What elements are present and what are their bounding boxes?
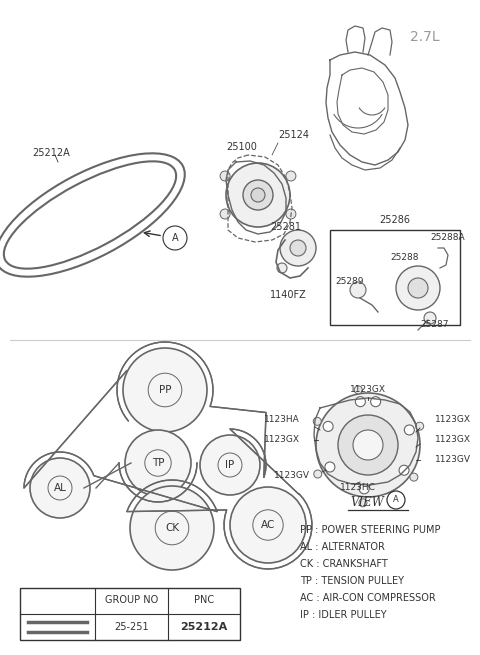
Circle shape [396,266,440,310]
Circle shape [350,282,366,298]
Circle shape [313,417,321,425]
Circle shape [314,470,322,478]
Text: 25-251: 25-251 [114,622,149,632]
Text: A: A [393,495,399,504]
Text: CK : CRANKSHAFT: CK : CRANKSHAFT [300,559,388,569]
Circle shape [354,386,362,394]
Text: AC: AC [261,520,275,530]
Circle shape [410,473,418,481]
Circle shape [399,465,409,476]
Text: GROUP NO: GROUP NO [105,595,158,605]
Circle shape [280,230,316,266]
Text: TP : TENSION PULLEY: TP : TENSION PULLEY [300,576,404,586]
Bar [330,230,460,325]
Circle shape [123,348,207,432]
Text: 25212A: 25212A [180,622,228,632]
Text: 1123GX: 1123GX [435,436,471,445]
Text: A: A [172,233,178,243]
Text: PP: PP [159,385,171,395]
Text: 25124: 25124 [278,130,309,140]
Text: 1123HC: 1123HC [340,483,376,493]
Text: PNC: PNC [194,595,214,605]
Circle shape [226,163,290,227]
Text: 25281: 25281 [270,222,301,232]
Circle shape [408,278,428,298]
Circle shape [355,397,365,407]
Circle shape [200,435,260,495]
Text: AL: AL [54,483,66,493]
Circle shape [359,484,369,494]
Circle shape [325,462,335,472]
Circle shape [130,486,214,570]
Circle shape [243,180,273,210]
Text: 1123GV: 1123GV [435,455,471,464]
Circle shape [290,240,306,256]
Text: IP : IDLER PULLEY: IP : IDLER PULLEY [300,610,386,620]
Circle shape [230,487,306,563]
Text: 25288A: 25288A [430,233,465,242]
Circle shape [359,498,367,507]
Text: 25212A: 25212A [32,148,70,158]
Text: 1123GX: 1123GX [435,415,471,424]
Text: 1123HA: 1123HA [264,415,300,424]
Text: 1123GX: 1123GX [350,386,386,394]
Text: IP: IP [226,460,235,470]
Circle shape [416,422,424,430]
Circle shape [125,430,191,496]
Text: VIEW: VIEW [350,496,384,509]
Circle shape [371,397,381,407]
Text: 1140FZ: 1140FZ [270,290,307,300]
Text: CK: CK [165,523,179,533]
Circle shape [220,209,230,219]
Text: 25286: 25286 [380,215,410,225]
Circle shape [424,312,436,324]
Text: TP: TP [152,458,164,468]
Text: 2.7L: 2.7L [410,30,440,44]
Circle shape [338,415,398,475]
Circle shape [404,425,414,435]
Text: 25288: 25288 [390,253,419,262]
Text: 1123GX: 1123GX [264,436,300,445]
Circle shape [30,458,90,518]
Circle shape [316,393,420,497]
Text: 25287: 25287 [420,320,448,329]
Circle shape [251,188,265,202]
Text: AC : AIR-CON COMPRESSOR: AC : AIR-CON COMPRESSOR [300,593,436,603]
Circle shape [353,430,383,460]
Circle shape [323,421,333,432]
Text: PP : POWER STEERING PUMP: PP : POWER STEERING PUMP [300,525,441,535]
Text: AL : ALTERNATOR: AL : ALTERNATOR [300,542,385,552]
Circle shape [286,209,296,219]
Text: 25289: 25289 [335,278,363,286]
Circle shape [286,171,296,181]
Bar [20,588,240,640]
Circle shape [220,171,230,181]
Text: 25100: 25100 [226,142,257,152]
Text: 1123GV: 1123GV [274,470,310,479]
Circle shape [277,263,287,273]
